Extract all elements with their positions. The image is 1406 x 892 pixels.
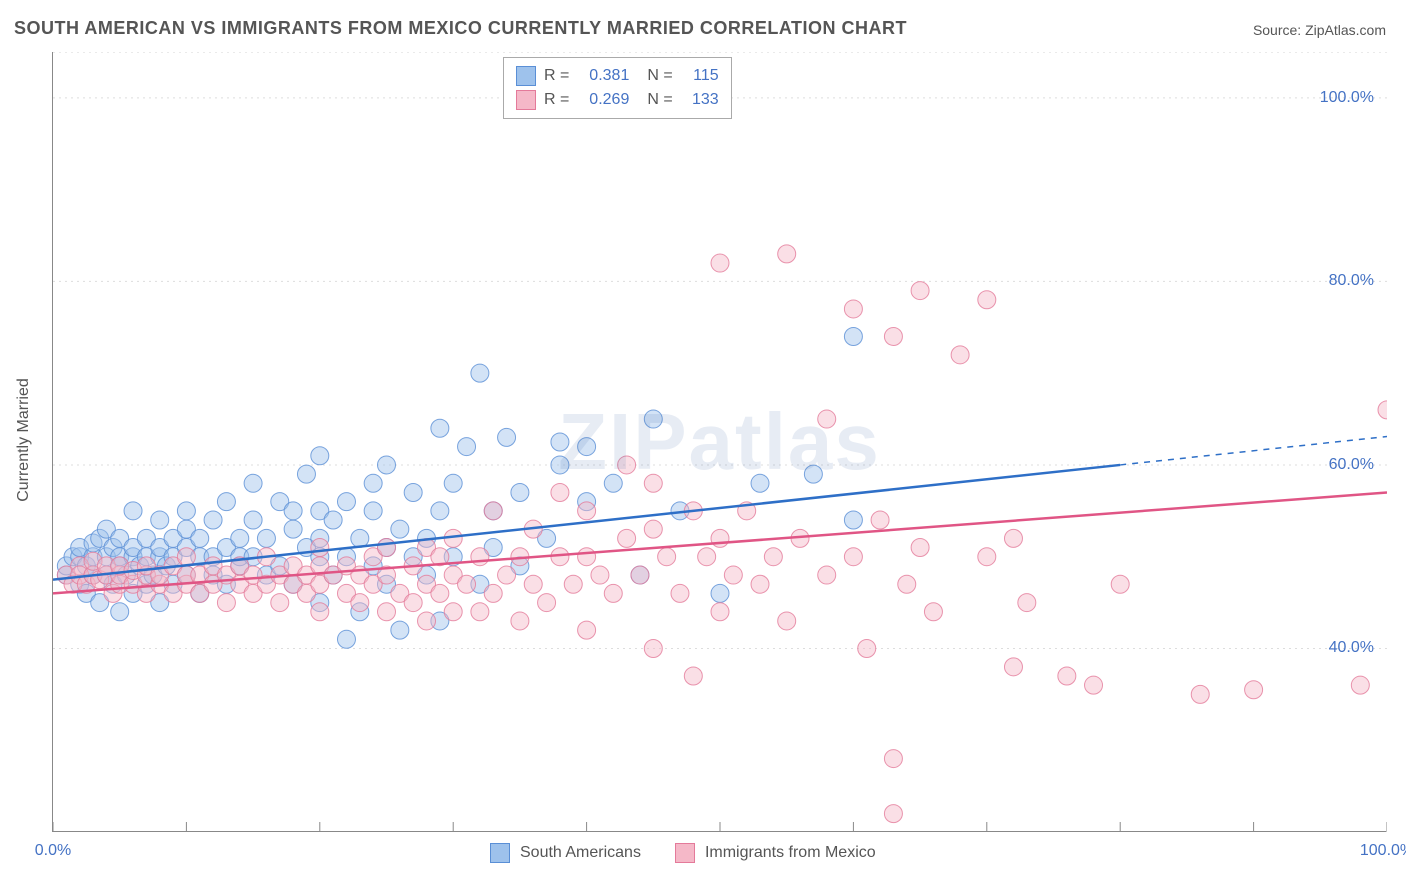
source-label: Source: ZipAtlas.com [1253, 22, 1386, 38]
plot-svg [53, 52, 1387, 832]
legend-swatch [516, 66, 536, 86]
n-value: 133 [681, 88, 719, 112]
n-label: N = [647, 88, 672, 112]
n-value: 115 [681, 64, 719, 88]
legend-swatch [490, 843, 510, 863]
chart-title: SOUTH AMERICAN VS IMMIGRANTS FROM MEXICO… [14, 18, 907, 39]
y-tick-label: 40.0% [1329, 639, 1374, 657]
legend-label: Immigrants from Mexico [705, 844, 876, 862]
legend-swatch [675, 843, 695, 863]
legend-swatch [516, 90, 536, 110]
r-value: 0.381 [577, 64, 629, 88]
r-label: R = [544, 88, 569, 112]
chart-container: SOUTH AMERICAN VS IMMIGRANTS FROM MEXICO… [0, 0, 1406, 892]
x-tick-label-right: 100.0% [1360, 842, 1406, 860]
legend-label: South Americans [520, 844, 641, 862]
y-tick-label: 60.0% [1329, 456, 1374, 474]
bottom-legend: South Americans Immigrants from Mexico [490, 843, 900, 863]
stat-row: R = 0.381 N = 115 [516, 64, 719, 88]
correlation-stats-box: R = 0.381 N = 115 R = 0.269 N = 133 [503, 57, 732, 119]
y-tick-label: 80.0% [1329, 272, 1374, 290]
r-value: 0.269 [577, 88, 629, 112]
plot-area: ZIPatlas R =0.381N =115R =0.269N =133 40… [52, 52, 1386, 832]
y-tick-label: 100.0% [1320, 89, 1374, 107]
r-label: R = [544, 64, 569, 88]
x-tick-label-left: 0.0% [35, 842, 71, 860]
n-label: N = [647, 64, 672, 88]
y-axis-title: Currently Married [15, 378, 33, 502]
stat-row: R = 0.269 N = 133 [516, 88, 719, 112]
